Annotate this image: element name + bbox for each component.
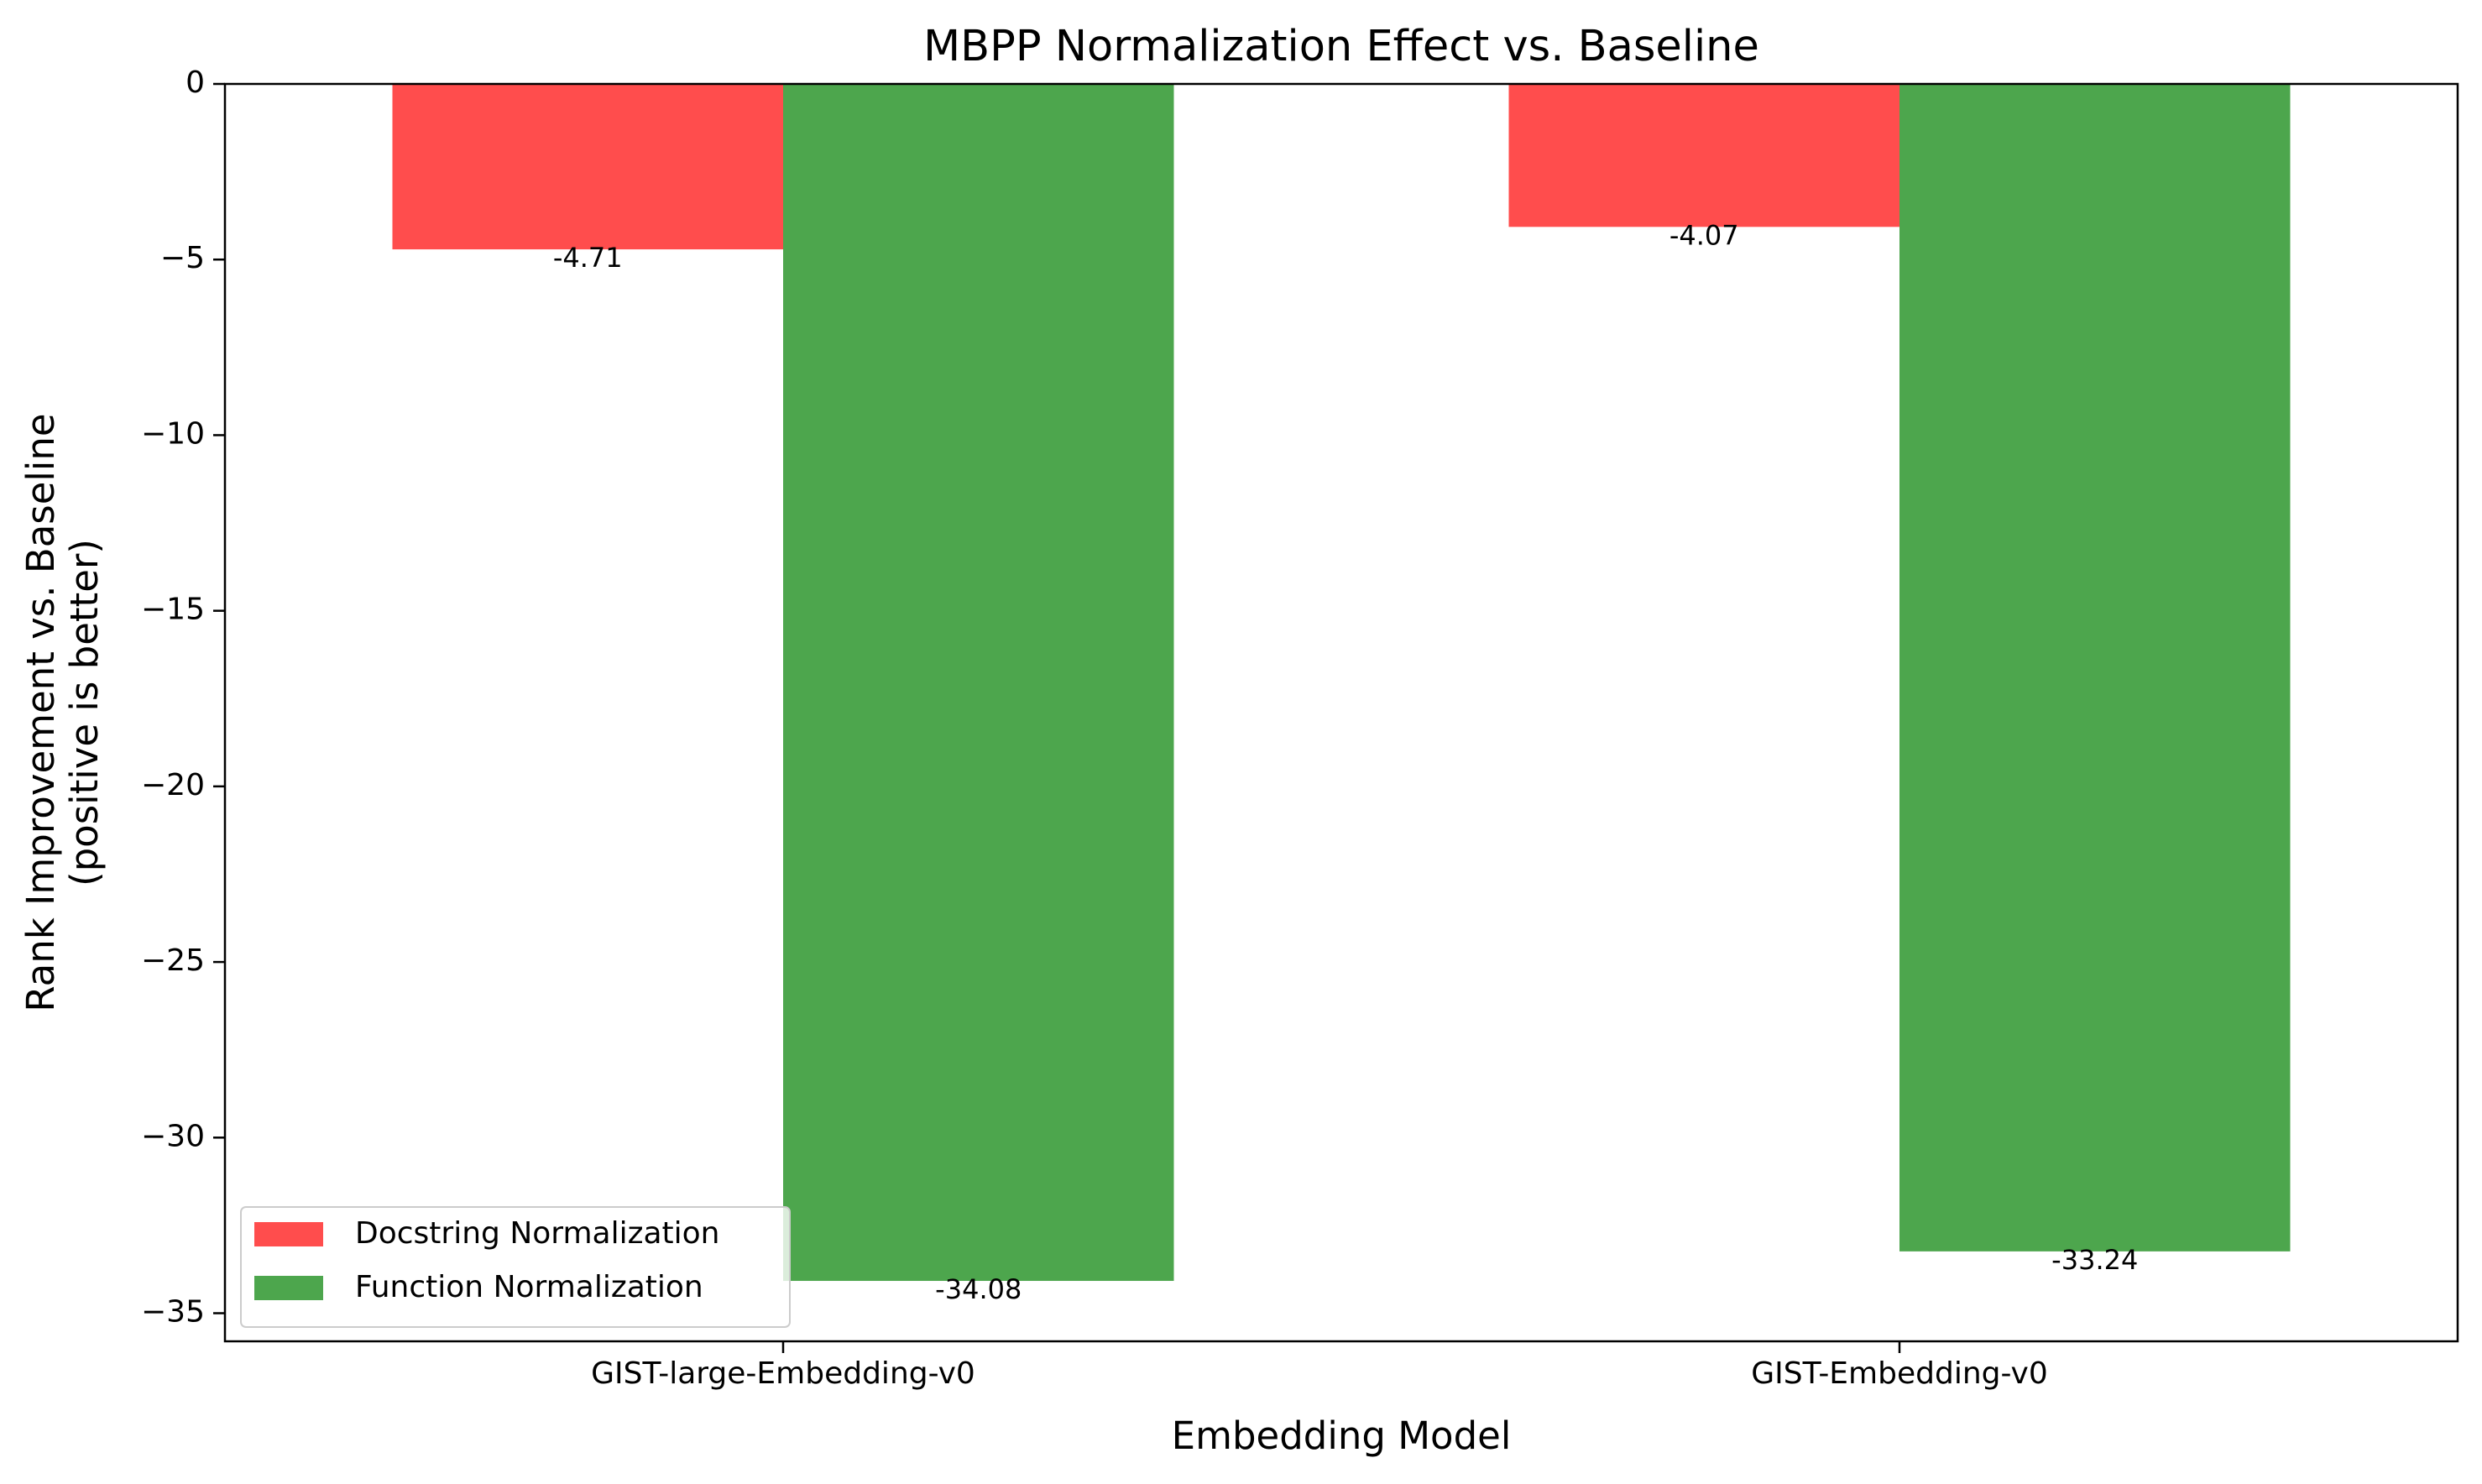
bars-layer	[392, 84, 2291, 1282]
y-tick-label: −30	[141, 1119, 205, 1153]
data-label-docstring-0: -4.71	[553, 242, 623, 274]
chart-title: MBPP Normalization Effect vs. Baseline	[923, 22, 1759, 71]
y-tick-label: −20	[141, 768, 205, 802]
legend-label-function: Function Normalization	[355, 1270, 703, 1304]
y-tick-label: −25	[141, 943, 205, 978]
bar-function-1	[1899, 84, 2291, 1251]
bar-docstring-1	[1508, 84, 1899, 227]
data-label-function-0: -34.08	[935, 1273, 1022, 1305]
x-tick-label: GIST-Embedding-v0	[1751, 1356, 2047, 1391]
plot-area-frame	[223, 82, 2459, 1343]
data-label-docstring-1: -4.07	[1669, 219, 1739, 251]
x-axis-ticks: GIST-large-Embedding-v0 GIST-Embedding-v0	[591, 1341, 2048, 1391]
y-axis-label-line-2: (positive is better)	[62, 539, 107, 886]
legend: Docstring Normalization Function Normali…	[240, 1206, 791, 1328]
y-tick-label: −5	[160, 241, 205, 275]
data-label-function-1: -33.24	[2051, 1244, 2138, 1276]
y-axis-label-line-1: Rank Improvement vs. Baseline	[18, 413, 63, 1011]
x-axis-label: Embedding Model	[1172, 1413, 1512, 1458]
legend-frame	[240, 1206, 791, 1328]
y-tick-label: −15	[141, 593, 205, 627]
x-tick-label: GIST-large-Embedding-v0	[591, 1356, 975, 1391]
y-axis-ticks: 0 −5 −10 −15 −20 −25 −30 −35	[141, 65, 225, 1330]
y-tick-label: 0	[185, 65, 205, 100]
legend-label-docstring: Docstring Normalization	[355, 1216, 720, 1251]
y-tick-label: −35	[141, 1295, 205, 1330]
legend-swatch-docstring	[254, 1222, 323, 1246]
y-tick-label: −10	[141, 416, 205, 451]
bar-docstring-0	[392, 84, 783, 250]
legend-swatch-function	[254, 1276, 323, 1300]
data-labels-layer: -4.71 -4.07 -34.08 -33.24	[553, 219, 2138, 1305]
bar-function-0	[783, 84, 1174, 1282]
